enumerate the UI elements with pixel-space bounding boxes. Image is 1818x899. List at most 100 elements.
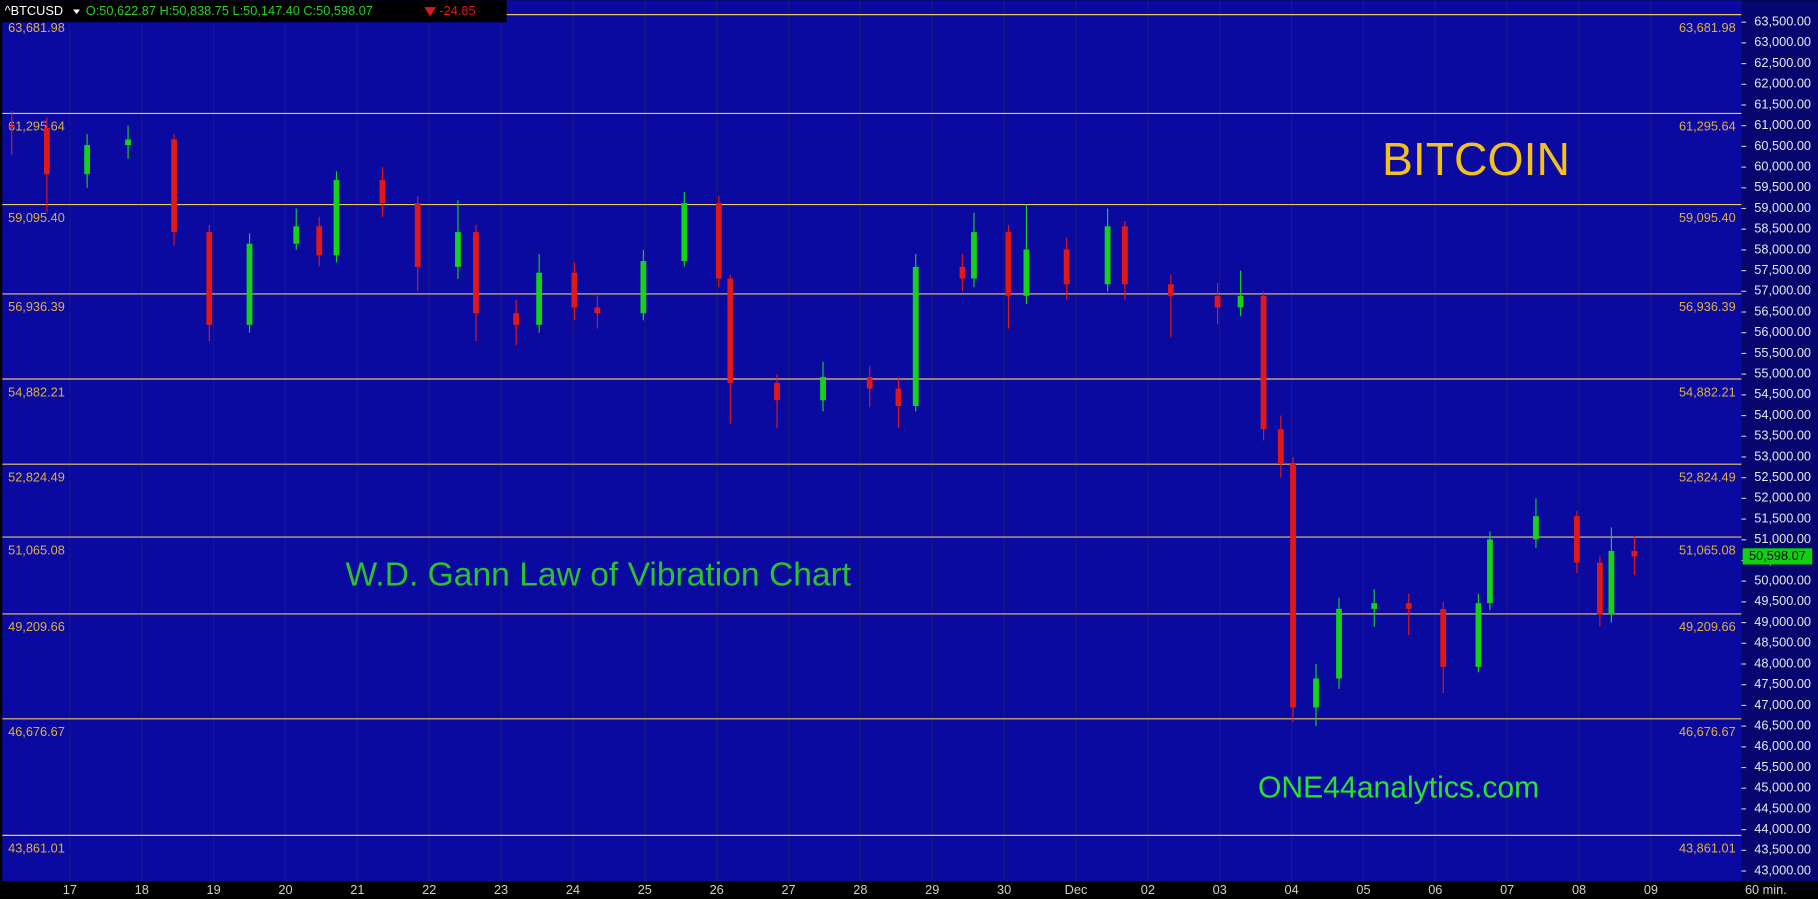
y-tick-label: 46,000.00 bbox=[1754, 738, 1811, 753]
y-tick-label: 57,500.00 bbox=[1754, 262, 1811, 277]
candle-body bbox=[1608, 550, 1615, 615]
y-tick-label: 63,000.00 bbox=[1754, 34, 1811, 49]
y-tick-label: 53,000.00 bbox=[1754, 448, 1811, 463]
level-label: 61,295.64 bbox=[8, 119, 65, 134]
y-tick-label: 47,000.00 bbox=[1754, 697, 1811, 712]
candle-body bbox=[1214, 295, 1221, 308]
candle-body bbox=[1277, 429, 1284, 464]
candle-body bbox=[43, 127, 50, 175]
x-tick-label: Dec bbox=[1065, 882, 1088, 897]
level-label: 56,936.39 bbox=[8, 299, 65, 314]
level-label: 56,936.39 bbox=[1679, 299, 1736, 314]
level-label: 59,095.40 bbox=[8, 210, 65, 225]
candle-body bbox=[866, 377, 873, 389]
candle-body bbox=[1313, 678, 1319, 708]
candle-body bbox=[1121, 226, 1128, 285]
annotation: ONE44analytics.com bbox=[1258, 772, 1539, 805]
candle-body bbox=[1063, 249, 1070, 285]
x-tick-label: 24 bbox=[566, 882, 580, 897]
interval-label: 60 min. bbox=[1745, 882, 1787, 897]
level-label: 54,882.21 bbox=[1679, 384, 1736, 399]
candle-body bbox=[246, 243, 253, 325]
x-tick-label: 03 bbox=[1213, 882, 1227, 897]
level-label: 46,676.67 bbox=[8, 724, 65, 739]
y-tick-label: 48,000.00 bbox=[1754, 655, 1811, 670]
candle-body bbox=[536, 272, 543, 325]
candle-body bbox=[727, 278, 734, 383]
level-label: 43,861.01 bbox=[8, 841, 65, 856]
candle-body bbox=[293, 226, 300, 244]
candle-body bbox=[333, 179, 340, 256]
candle-body bbox=[1260, 295, 1267, 430]
level-label: 51,065.08 bbox=[1679, 542, 1736, 557]
level-label: 43,861.01 bbox=[1679, 841, 1736, 856]
candle-body bbox=[171, 139, 177, 233]
level-label: 46,676.67 bbox=[1679, 724, 1736, 739]
candles bbox=[8, 111, 1638, 727]
level-label: 52,824.49 bbox=[8, 470, 65, 485]
candle-body bbox=[895, 388, 902, 407]
candle-body bbox=[473, 232, 479, 314]
x-tick-label: 09 bbox=[1644, 882, 1658, 897]
candle-body bbox=[912, 266, 919, 407]
level-label: 49,209.66 bbox=[8, 619, 65, 634]
grid bbox=[69, 0, 1652, 882]
candle-body bbox=[571, 272, 578, 308]
x-tick-label: 04 bbox=[1285, 882, 1299, 897]
level-label: 54,882.21 bbox=[8, 384, 65, 399]
x-tick-label: 05 bbox=[1356, 882, 1370, 897]
change: -24.85 bbox=[439, 3, 475, 18]
candle-body bbox=[1440, 608, 1447, 667]
candle-body bbox=[1574, 516, 1580, 563]
candle-body bbox=[1371, 603, 1378, 609]
ohlc: O:50,622.87 H:50,838.75 L:50,147.40 C:50… bbox=[86, 3, 373, 18]
y-tick-label: 50,000.00 bbox=[1754, 573, 1811, 588]
candle-body bbox=[1631, 550, 1638, 557]
level-label: 59,095.40 bbox=[1679, 210, 1736, 225]
x-tick-label: 18 bbox=[135, 882, 149, 897]
last-price-label: 50,598.07 bbox=[1749, 548, 1806, 563]
y-tick-label: 63,500.00 bbox=[1754, 14, 1811, 29]
candle-body bbox=[1597, 562, 1603, 615]
y-tick-label: 46,500.00 bbox=[1754, 717, 1811, 732]
y-tick-label: 59,000.00 bbox=[1754, 200, 1811, 215]
y-tick-label: 45,500.00 bbox=[1754, 759, 1811, 774]
y-tick-label: 58,500.00 bbox=[1754, 221, 1811, 236]
x-tick-label: 30 bbox=[997, 882, 1011, 897]
y-tick-label: 55,000.00 bbox=[1754, 366, 1811, 381]
y-tick-label: 43,000.00 bbox=[1754, 862, 1811, 877]
candle-body bbox=[414, 203, 421, 267]
y-tick-label: 57,000.00 bbox=[1754, 283, 1811, 298]
candle-body bbox=[84, 145, 91, 175]
candle-body bbox=[1167, 284, 1174, 296]
header-bar bbox=[0, 0, 507, 23]
y-tick-label: 61,500.00 bbox=[1754, 96, 1811, 111]
dropdown-icon[interactable] bbox=[73, 9, 81, 15]
y-tick-label: 52,000.00 bbox=[1754, 490, 1811, 505]
x-tick-label: 27 bbox=[781, 882, 795, 897]
candle-body bbox=[1475, 603, 1482, 667]
y-tick-label: 59,500.00 bbox=[1754, 179, 1811, 194]
y-tick-label: 47,500.00 bbox=[1754, 676, 1811, 691]
last-price-box bbox=[1742, 548, 1813, 565]
level-label: 61,295.64 bbox=[1679, 119, 1736, 134]
x-tick-label: 28 bbox=[853, 882, 867, 897]
level-label: 63,681.98 bbox=[8, 20, 65, 35]
y-tick-label: 52,500.00 bbox=[1754, 469, 1811, 484]
plot-area bbox=[2, 0, 1742, 882]
chart-title: BITCOIN bbox=[1382, 133, 1570, 185]
x-tick-label: 17 bbox=[63, 882, 77, 897]
candle-body bbox=[125, 139, 131, 146]
y-tick-label: 62,000.00 bbox=[1754, 76, 1811, 91]
candle-body bbox=[971, 232, 977, 279]
y-tick-label: 51,000.00 bbox=[1754, 531, 1811, 546]
x-tick-label: 07 bbox=[1500, 882, 1514, 897]
y-tick-label: 62,500.00 bbox=[1754, 55, 1811, 70]
candle-body bbox=[715, 203, 722, 279]
candle-body bbox=[1005, 232, 1012, 296]
level-label: 49,209.66 bbox=[1679, 619, 1736, 634]
candle-body bbox=[1405, 603, 1412, 609]
y-tick-label: 53,500.00 bbox=[1754, 428, 1811, 443]
candle-body bbox=[774, 382, 780, 401]
